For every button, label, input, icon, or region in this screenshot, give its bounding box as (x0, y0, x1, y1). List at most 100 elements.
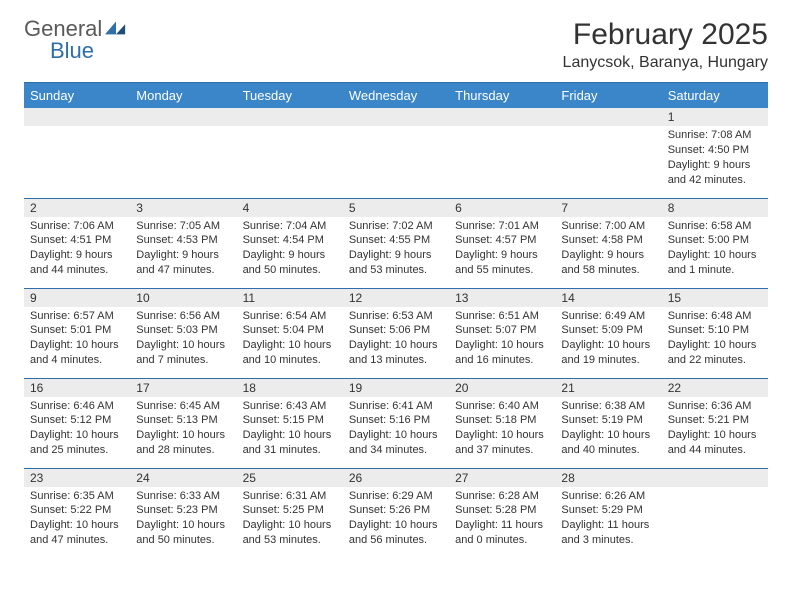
calendar-week-row: 2Sunrise: 7:06 AMSunset: 4:51 PMDaylight… (24, 198, 768, 288)
calendar-day-cell: 3Sunrise: 7:05 AMSunset: 4:53 PMDaylight… (130, 198, 236, 288)
sunrise-text: Sunrise: 6:40 AM (455, 399, 549, 414)
calendar-day-cell: 16Sunrise: 6:46 AMSunset: 5:12 PMDayligh… (24, 378, 130, 468)
day-number: 1 (662, 108, 768, 126)
daylight-text: Daylight: 10 hours and 7 minutes. (136, 338, 230, 368)
sunrise-text: Sunrise: 6:38 AM (561, 399, 655, 414)
sunrise-text: Sunrise: 6:56 AM (136, 309, 230, 324)
sunset-text: Sunset: 4:58 PM (561, 233, 655, 248)
daylight-text: Daylight: 9 hours and 53 minutes. (349, 248, 443, 278)
day-number: 7 (555, 199, 661, 217)
calendar-day-cell: 24Sunrise: 6:33 AMSunset: 5:23 PMDayligh… (130, 468, 236, 558)
day-number: 5 (343, 199, 449, 217)
sunset-text: Sunset: 4:53 PM (136, 233, 230, 248)
calendar-day-cell (130, 108, 236, 198)
day-details: Sunrise: 6:31 AMSunset: 5:25 PMDaylight:… (237, 487, 343, 552)
sunrise-text: Sunrise: 7:05 AM (136, 219, 230, 234)
sunrise-text: Sunrise: 6:54 AM (243, 309, 337, 324)
calendar-day-cell: 21Sunrise: 6:38 AMSunset: 5:19 PMDayligh… (555, 378, 661, 468)
sunset-text: Sunset: 5:04 PM (243, 323, 337, 338)
sunset-text: Sunset: 4:54 PM (243, 233, 337, 248)
title-block: February 2025 Lanycsok, Baranya, Hungary (563, 18, 768, 72)
location: Lanycsok, Baranya, Hungary (563, 54, 768, 72)
daylight-text: Daylight: 10 hours and 13 minutes. (349, 338, 443, 368)
day-number: 26 (343, 469, 449, 487)
sunset-text: Sunset: 4:50 PM (668, 143, 762, 158)
day-details: Sunrise: 6:36 AMSunset: 5:21 PMDaylight:… (662, 397, 768, 462)
calendar-day-cell: 25Sunrise: 6:31 AMSunset: 5:25 PMDayligh… (237, 468, 343, 558)
day-details: Sunrise: 6:35 AMSunset: 5:22 PMDaylight:… (24, 487, 130, 552)
day-number: 16 (24, 379, 130, 397)
sunrise-text: Sunrise: 6:49 AM (561, 309, 655, 324)
daylight-text: Daylight: 11 hours and 3 minutes. (561, 518, 655, 548)
sunrise-text: Sunrise: 7:06 AM (30, 219, 124, 234)
day-details: Sunrise: 7:02 AMSunset: 4:55 PMDaylight:… (343, 217, 449, 282)
day-number (24, 108, 130, 126)
logo: General Blue (24, 18, 127, 62)
day-details: Sunrise: 6:40 AMSunset: 5:18 PMDaylight:… (449, 397, 555, 462)
day-number: 25 (237, 469, 343, 487)
day-details: Sunrise: 6:29 AMSunset: 5:26 PMDaylight:… (343, 487, 449, 552)
day-number: 14 (555, 289, 661, 307)
daylight-text: Daylight: 11 hours and 0 minutes. (455, 518, 549, 548)
sunset-text: Sunset: 5:03 PM (136, 323, 230, 338)
day-number: 20 (449, 379, 555, 397)
calendar-day-cell: 10 Sunrise: 6:56 AMSunset: 5:03 PMDayligh… (130, 288, 236, 378)
calendar-week-row: 23Sunrise: 6:35 AMSunset: 5:22 PMDayligh… (24, 468, 768, 558)
day-details: Sunrise: 6:26 AMSunset: 5:29 PMDaylight:… (555, 487, 661, 552)
sunrise-text: Sunrise: 6:51 AM (455, 309, 549, 324)
sunset-text: Sunset: 4:55 PM (349, 233, 443, 248)
day-number: 18 (237, 379, 343, 397)
calendar-day-cell (237, 108, 343, 198)
sunrise-text: Sunrise: 6:29 AM (349, 489, 443, 504)
daylight-text: Daylight: 10 hours and 56 minutes. (349, 518, 443, 548)
sunrise-text: Sunrise: 6:26 AM (561, 489, 655, 504)
day-number (343, 108, 449, 126)
day-number (130, 108, 236, 126)
sunset-text: Sunset: 5:23 PM (136, 503, 230, 518)
calendar-day-cell: 20Sunrise: 6:40 AMSunset: 5:18 PMDayligh… (449, 378, 555, 468)
calendar-day-cell (662, 468, 768, 558)
day-number: 27 (449, 469, 555, 487)
sunset-text: Sunset: 4:51 PM (30, 233, 124, 248)
day-details: Sunrise: 6:46 AMSunset: 5:12 PMDaylight:… (24, 397, 130, 462)
daylight-text: Daylight: 10 hours and 1 minute. (668, 248, 762, 278)
sunset-text: Sunset: 5:28 PM (455, 503, 549, 518)
daylight-text: Daylight: 10 hours and 31 minutes. (243, 428, 337, 458)
calendar-day-cell: 26Sunrise: 6:29 AMSunset: 5:26 PMDayligh… (343, 468, 449, 558)
calendar-day-cell (449, 108, 555, 198)
day-details: Sunrise: 7:08 AMSunset: 4:50 PMDaylight:… (662, 126, 768, 191)
sunset-text: Sunset: 5:22 PM (30, 503, 124, 518)
day-details: Sunrise: 7:06 AMSunset: 4:51 PMDaylight:… (24, 217, 130, 282)
calendar-day-cell: 27Sunrise: 6:28 AMSunset: 5:28 PMDayligh… (449, 468, 555, 558)
day-details: Sunrise: 6:33 AMSunset: 5:23 PMDaylight:… (130, 487, 236, 552)
weekday-header: Sunday (24, 83, 130, 109)
sunset-text: Sunset: 5:07 PM (455, 323, 549, 338)
sunrise-text: Sunrise: 7:08 AM (668, 128, 762, 143)
day-details: Sunrise: 7:00 AMSunset: 4:58 PMDaylight:… (555, 217, 661, 282)
day-number (662, 469, 768, 487)
day-number: 19 (343, 379, 449, 397)
calendar-day-cell: 15Sunrise: 6:48 AMSunset: 5:10 PMDayligh… (662, 288, 768, 378)
day-details: Sunrise: 6:41 AMSunset: 5:16 PMDaylight:… (343, 397, 449, 462)
logo-word1: General (24, 18, 102, 40)
day-number: 8 (662, 199, 768, 217)
daylight-text: Daylight: 10 hours and 28 minutes. (136, 428, 230, 458)
calendar-day-cell: 18Sunrise: 6:43 AMSunset: 5:15 PMDayligh… (237, 378, 343, 468)
day-details: Sunrise: 6:54 AMSunset: 5:04 PMDaylight:… (237, 307, 343, 372)
sunrise-text: Sunrise: 6:46 AM (30, 399, 124, 414)
calendar-day-cell: 9Sunrise: 6:57 AMSunset: 5:01 PMDaylight… (24, 288, 130, 378)
day-number: 10 (130, 289, 236, 307)
calendar-day-cell: 1Sunrise: 7:08 AMSunset: 4:50 PMDaylight… (662, 108, 768, 198)
day-details: Sunrise: 6:38 AMSunset: 5:19 PMDaylight:… (555, 397, 661, 462)
sunset-text: Sunset: 5:12 PM (30, 413, 124, 428)
calendar-day-cell (555, 108, 661, 198)
calendar-day-cell (24, 108, 130, 198)
day-details: Sunrise: 7:05 AMSunset: 4:53 PMDaylight:… (130, 217, 236, 282)
daylight-text: Daylight: 10 hours and 34 minutes. (349, 428, 443, 458)
daylight-text: Daylight: 9 hours and 50 minutes. (243, 248, 337, 278)
daylight-text: Daylight: 10 hours and 53 minutes. (243, 518, 337, 548)
weekday-header: Wednesday (343, 83, 449, 109)
calendar-table: Sunday Monday Tuesday Wednesday Thursday… (24, 82, 768, 558)
calendar-day-cell: 23Sunrise: 6:35 AMSunset: 5:22 PMDayligh… (24, 468, 130, 558)
day-details: Sunrise: 6:51 AMSunset: 5:07 PMDaylight:… (449, 307, 555, 372)
